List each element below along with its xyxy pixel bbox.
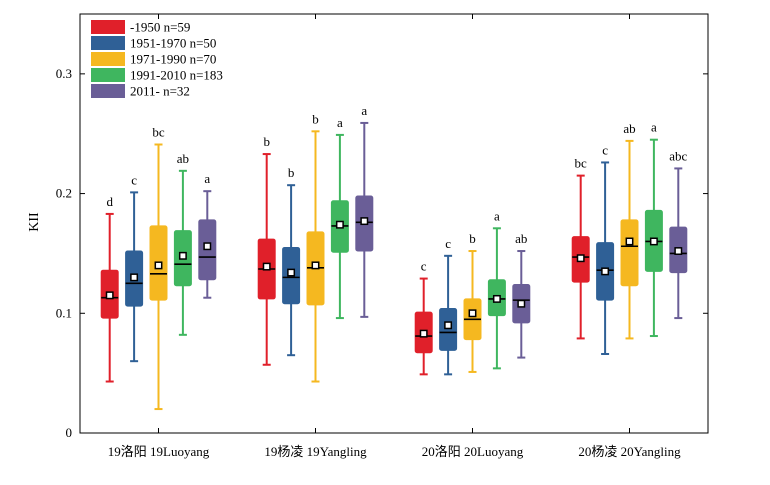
x-category-label: 19杨凌 19Yangling	[264, 444, 367, 459]
significance-label: bc	[575, 156, 588, 171]
box-mean-marker	[360, 217, 369, 226]
legend-swatch	[91, 68, 125, 82]
y-tick-label: 0.1	[56, 305, 72, 320]
box-mean-marker	[335, 220, 344, 229]
box-mean-marker	[517, 299, 526, 308]
box-2-3: c	[439, 236, 458, 376]
box-mean-marker	[287, 268, 296, 277]
x-category-label: 19洛阳 19Luoyang	[108, 444, 210, 459]
box-1-1: d	[100, 194, 119, 383]
significance-label: a	[337, 115, 343, 130]
box-mean-marker	[444, 321, 453, 330]
box-1-3: c	[414, 259, 433, 376]
significance-label: a	[651, 120, 657, 135]
significance-label: c	[602, 142, 608, 157]
box-mean-marker	[601, 267, 610, 276]
significance-label: d	[106, 194, 113, 209]
plot-area	[79, 13, 709, 434]
box-5-3: ab	[512, 231, 531, 359]
box-mean-marker	[203, 242, 212, 251]
box-mean-marker	[674, 247, 683, 255]
box-4-1: ab	[173, 151, 192, 336]
significance-label: abc	[669, 148, 687, 163]
legend-label: 1991-2010 n=183	[130, 68, 223, 83]
legend-label: 1971-1990 n=70	[130, 52, 216, 67]
box-3-2: b	[306, 111, 325, 383]
box-5-1: a	[198, 171, 217, 299]
significance-label: c	[421, 259, 427, 274]
significance-label: ab	[515, 231, 527, 246]
legend-swatch	[91, 20, 125, 34]
box-5-2: a	[355, 103, 374, 318]
box-3-4: ab	[620, 121, 639, 340]
significance-label: b	[263, 134, 270, 149]
box-mean-marker	[178, 251, 187, 260]
box-mean-marker	[262, 262, 271, 271]
y-tick-label: 0.2	[56, 186, 72, 201]
legend-swatch	[91, 52, 125, 66]
significance-label: ab	[623, 121, 635, 136]
box-mean-marker	[130, 273, 139, 282]
significance-label: a	[494, 208, 500, 223]
y-axis: 0 0.1 0.2 0.3	[56, 66, 708, 440]
box-4-4: a	[644, 120, 663, 338]
box-3-3: b	[463, 231, 482, 373]
box-mean-marker	[492, 294, 501, 303]
significance-label: ab	[177, 151, 189, 166]
box-mean-marker	[419, 329, 428, 338]
legend-label: 2011- n=32	[130, 84, 190, 99]
box-4-2: a	[330, 115, 349, 320]
legend-swatch	[91, 84, 125, 98]
box-mean-marker	[576, 254, 585, 263]
significance-label: c	[131, 172, 137, 187]
box-mean-marker	[468, 309, 477, 318]
x-category-label: 20洛阳 20Luoyang	[422, 444, 524, 459]
legend-label: 1951-1970 n=50	[130, 36, 216, 51]
y-axis-label: KII	[27, 212, 42, 232]
legend-item-2: 1951-1970 n=50	[91, 36, 216, 51]
plot-frame	[79, 13, 709, 434]
box-2-2: b	[282, 165, 301, 357]
x-axis: 19洛阳 19Luoyang 19杨凌 19Yangling 20洛阳 20Luoy…	[108, 14, 681, 459]
legend-swatch	[91, 36, 125, 50]
significance-label: a	[361, 103, 367, 118]
box-mean-marker	[311, 261, 320, 270]
box-1-4: bc	[571, 156, 590, 340]
significance-label: b	[469, 231, 476, 246]
box-1-2: b	[257, 134, 276, 366]
significance-label: a	[204, 171, 210, 186]
box-2-1: c	[125, 172, 144, 363]
legend-item-5: 2011- n=32	[91, 84, 190, 99]
legend-label: -1950 n=59	[130, 20, 190, 35]
box-mean-marker	[154, 261, 163, 270]
significance-label: bc	[152, 124, 165, 139]
box-mean-marker	[649, 237, 658, 246]
legend-item-3: 1971-1990 n=70	[91, 52, 216, 67]
box-body	[620, 219, 639, 287]
significance-label: b	[288, 165, 295, 180]
box-mean-marker	[105, 291, 114, 300]
box-body	[439, 307, 458, 351]
x-category-label: 20杨凌 20Yangling	[578, 444, 681, 459]
legend-item-1: -1950 n=59	[91, 20, 190, 35]
box-4-3: a	[487, 208, 506, 370]
box-5-4: abc	[669, 148, 688, 320]
significance-label: c	[445, 236, 451, 251]
y-tick-label: 0.3	[56, 66, 72, 81]
box-2-4: c	[596, 142, 615, 355]
box-mean-marker	[625, 237, 634, 246]
y-tick-label: 0	[66, 425, 73, 440]
legend-item-4: 1991-2010 n=183	[91, 68, 223, 83]
box-3-1: bc	[149, 124, 168, 411]
significance-label: b	[312, 111, 319, 126]
